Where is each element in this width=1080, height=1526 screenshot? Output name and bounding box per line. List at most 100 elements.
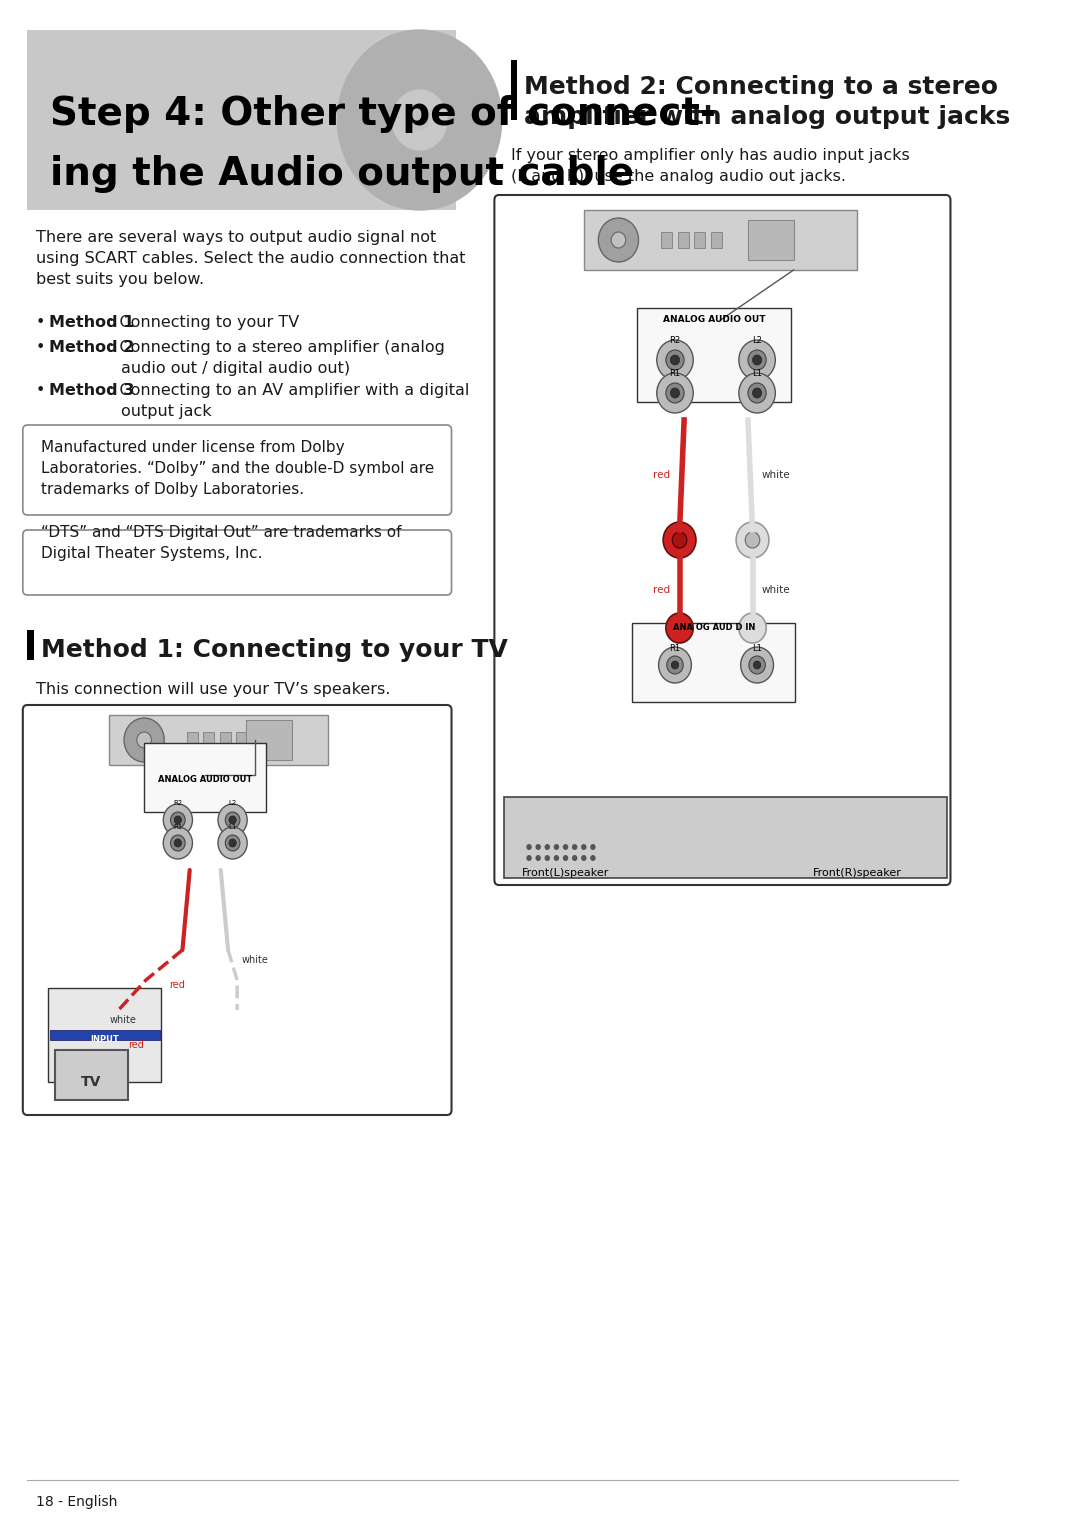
Bar (203, 732, 214, 748)
Text: R1: R1 (173, 824, 183, 830)
Circle shape (748, 383, 766, 403)
Circle shape (739, 613, 766, 642)
Text: Front(R)speaker: Front(R)speaker (813, 868, 902, 877)
Text: R1: R1 (670, 369, 680, 378)
Circle shape (163, 804, 192, 836)
FancyBboxPatch shape (23, 705, 451, 1116)
Text: R2: R2 (670, 336, 680, 345)
Text: ANALOG AUDIO OUT: ANALOG AUDIO OUT (158, 775, 253, 784)
Bar (187, 732, 198, 748)
Circle shape (754, 661, 760, 668)
Text: Method 2: Method 2 (50, 340, 135, 356)
Bar (748, 220, 794, 259)
FancyBboxPatch shape (49, 987, 161, 1082)
Circle shape (544, 844, 550, 850)
Circle shape (218, 804, 247, 836)
Text: amplifier with analog output jacks: amplifier with analog output jacks (525, 105, 1011, 130)
Circle shape (739, 340, 775, 380)
FancyBboxPatch shape (637, 308, 791, 401)
Circle shape (526, 844, 531, 850)
Circle shape (572, 844, 578, 850)
Circle shape (748, 656, 766, 674)
Circle shape (410, 110, 429, 130)
Bar (109, 716, 328, 765)
Circle shape (672, 533, 687, 548)
Text: red: red (127, 1041, 144, 1050)
FancyBboxPatch shape (495, 195, 950, 885)
Text: •: • (37, 340, 51, 356)
Bar (661, 232, 672, 249)
Text: output jack: output jack (121, 404, 212, 420)
Text: white: white (761, 584, 791, 595)
Circle shape (526, 855, 531, 861)
Circle shape (337, 31, 502, 211)
Bar (55, 1050, 127, 1100)
Text: 18 - English: 18 - English (37, 1495, 118, 1509)
Text: TV: TV (81, 1074, 102, 1090)
Circle shape (226, 812, 240, 829)
Circle shape (218, 827, 247, 859)
Circle shape (124, 719, 164, 761)
Circle shape (229, 839, 237, 847)
Text: R1: R1 (670, 644, 680, 653)
Circle shape (581, 844, 586, 850)
Text: Manufactured under license from Dolby
Laboratories. “Dolby” and the double-D sym: Manufactured under license from Dolby La… (41, 439, 434, 497)
Circle shape (671, 388, 679, 398)
Circle shape (229, 816, 237, 824)
Text: audio out / digital audio out): audio out / digital audio out) (121, 362, 350, 375)
FancyBboxPatch shape (144, 743, 267, 812)
Circle shape (737, 522, 769, 559)
Text: white: white (761, 470, 791, 481)
Text: L2: L2 (752, 336, 762, 345)
Circle shape (171, 812, 185, 829)
Circle shape (554, 855, 559, 861)
Bar (237, 732, 247, 748)
Text: white: white (242, 955, 269, 964)
Text: If your stereo amplifier only has audio input jacks
(L and R), use the analog au: If your stereo amplifier only has audio … (511, 148, 909, 185)
Text: This connection will use your TV’s speakers.: This connection will use your TV’s speak… (37, 682, 391, 697)
Circle shape (745, 533, 760, 548)
Text: white: white (109, 1015, 136, 1025)
Circle shape (666, 613, 693, 642)
Circle shape (666, 383, 684, 403)
Circle shape (554, 844, 559, 850)
Text: L2: L2 (229, 800, 237, 806)
Text: ANALOG AUDIO OUT: ANALOG AUDIO OUT (663, 314, 766, 324)
Circle shape (572, 855, 578, 861)
Circle shape (672, 661, 678, 668)
Circle shape (590, 844, 596, 850)
Text: Method 3: Method 3 (50, 383, 135, 398)
Circle shape (137, 732, 151, 748)
Circle shape (163, 827, 192, 859)
Text: INPUT: INPUT (91, 1035, 119, 1044)
Circle shape (657, 372, 693, 414)
Circle shape (536, 855, 541, 861)
Text: •: • (37, 383, 51, 398)
Circle shape (174, 839, 181, 847)
FancyBboxPatch shape (27, 31, 456, 211)
Bar (694, 232, 705, 249)
Text: There are several ways to output audio signal not
using SCART cables. Select the: There are several ways to output audio s… (37, 230, 465, 287)
Text: Method 1: Method 1 (50, 314, 135, 330)
Circle shape (611, 232, 625, 249)
Circle shape (666, 656, 684, 674)
Circle shape (544, 855, 550, 861)
Circle shape (753, 388, 761, 398)
Text: Method 1: Connecting to your TV: Method 1: Connecting to your TV (41, 638, 508, 662)
Bar (711, 232, 721, 249)
Circle shape (753, 356, 761, 365)
Bar (678, 232, 689, 249)
Text: Front(L)speaker: Front(L)speaker (522, 868, 609, 877)
Circle shape (590, 855, 596, 861)
Circle shape (671, 356, 679, 365)
Bar (246, 720, 292, 760)
Circle shape (739, 372, 775, 414)
Circle shape (226, 835, 240, 852)
FancyBboxPatch shape (503, 797, 947, 877)
Circle shape (581, 855, 586, 861)
Text: Method 2: Connecting to a stereo: Method 2: Connecting to a stereo (525, 75, 999, 99)
Text: L1: L1 (228, 824, 237, 830)
Bar (511, 60, 517, 121)
Bar (27, 630, 33, 661)
Circle shape (666, 349, 684, 369)
